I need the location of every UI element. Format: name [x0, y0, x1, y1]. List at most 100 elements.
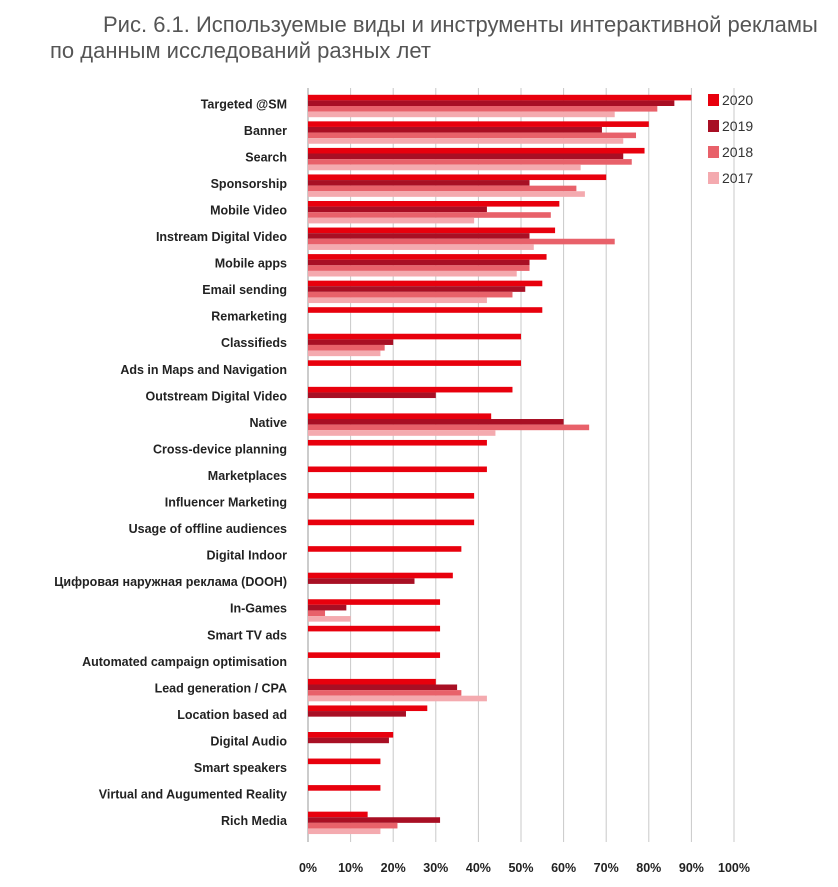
x-tick-label: 50%: [508, 861, 533, 875]
bar-2020: [308, 519, 475, 526]
category-label: Influencer Marketing: [165, 496, 287, 510]
bar-2020: [308, 705, 428, 712]
category-label: In-Games: [230, 602, 287, 616]
category-label: Location based ad: [177, 708, 287, 722]
category-label: Remarketing: [211, 310, 287, 324]
bar-2018: [308, 106, 658, 112]
category-label: Marketplaces: [208, 469, 287, 483]
bar-2019: [308, 286, 526, 292]
legend-label-2018: 2018: [722, 144, 753, 160]
legend-swatch-2019: [708, 120, 719, 132]
bar-2020: [308, 201, 560, 207]
bar-2019: [308, 153, 624, 160]
bar-2020: [308, 280, 543, 287]
category-label: Rich Media: [221, 814, 288, 828]
bar-2017: [308, 297, 487, 304]
bar-2019: [308, 737, 389, 744]
category-label: Targeted @SM: [201, 97, 287, 111]
bar-2020: [308, 652, 441, 658]
bar-2018: [308, 212, 551, 218]
bar-2020: [308, 174, 607, 181]
x-tick-label: 100%: [718, 861, 750, 875]
bar-2020: [308, 546, 462, 552]
category-label: Banner: [244, 124, 287, 138]
bar-2019: [308, 339, 394, 345]
category-label: Smart speakers: [194, 761, 287, 775]
bar-2017: [308, 244, 534, 250]
bar-2020: [308, 439, 487, 446]
bar-2017: [308, 191, 585, 197]
category-label: Цифровая наружная реклама (DOOH): [54, 575, 287, 589]
bar-2019: [308, 711, 406, 717]
x-tick-label: 30%: [423, 861, 448, 875]
bar-2018: [308, 159, 632, 165]
bar-2017: [308, 217, 475, 224]
category-label: Smart TV ads: [207, 628, 287, 642]
x-axis-ticks: 0% 10% 20% 30% 40% 50% 60% 70% 80% 90% 100%: [299, 861, 750, 875]
legend-swatch-2020: [708, 94, 719, 106]
bar-2017: [308, 350, 381, 357]
category-label: Mobile apps: [215, 257, 287, 271]
bar-2019: [308, 817, 441, 823]
legend-swatch-2018: [708, 146, 719, 158]
bar-2017: [308, 270, 517, 277]
bar-2018: [308, 424, 590, 431]
bar-2017: [308, 111, 615, 118]
bar-2020: [308, 785, 381, 791]
legend: 2020 2019 2018 2017: [708, 92, 753, 186]
category-label: Cross-device planning: [153, 442, 287, 456]
category-label: Digital Audio: [210, 734, 287, 748]
bar-2020: [308, 732, 394, 738]
category-label: Native: [249, 416, 287, 430]
bar-2020: [308, 147, 645, 154]
category-label: Virtual and Augumented Reality: [99, 788, 287, 802]
bar-2019: [308, 206, 487, 213]
bar-2020: [308, 413, 492, 419]
legend-swatch-2017: [708, 172, 719, 184]
bar-2017: [308, 828, 381, 835]
bar-2019: [308, 419, 564, 425]
bar-2018: [308, 822, 398, 829]
category-label: Email sending: [202, 283, 287, 297]
category-label: Mobile Video: [210, 203, 287, 217]
category-label: Usage of offline audiences: [129, 522, 287, 536]
bar-2018: [308, 265, 530, 271]
bar-2018: [308, 291, 513, 298]
bar-2020: [308, 94, 692, 101]
bar-2020: [308, 254, 547, 260]
bar-2018: [308, 185, 577, 192]
bar-2020: [308, 466, 487, 473]
bar-2019: [308, 100, 675, 106]
bar-2020: [308, 307, 543, 313]
bar-2017: [308, 695, 487, 702]
legend-label-2017: 2017: [722, 170, 753, 186]
bar-2019: [308, 578, 415, 584]
bar-2019: [308, 392, 436, 399]
bar-2017: [308, 164, 581, 171]
x-tick-label: 70%: [594, 861, 619, 875]
bar-2019: [308, 604, 347, 611]
category-label: Instream Digital Video: [156, 230, 287, 244]
x-tick-label: 80%: [636, 861, 661, 875]
bar-2018: [308, 610, 326, 617]
legend-label-2020: 2020: [722, 92, 753, 108]
category-label: Lead generation / CPA: [155, 681, 287, 695]
category-label: Outstream Digital Video: [146, 389, 288, 403]
x-tick-label: 10%: [338, 861, 363, 875]
chart-title-line-2: по данным исследований разных лет: [50, 38, 431, 63]
bar-2018: [308, 344, 385, 351]
x-tick-label: 90%: [679, 861, 704, 875]
bar-2019: [308, 126, 602, 133]
bar-2020: [308, 599, 441, 605]
category-labels: Targeted @SM Banner Search Sponsorship Mobil…: [54, 97, 288, 828]
category-label: Automated campaign optimisation: [82, 655, 287, 669]
bar-2020: [308, 678, 436, 685]
bar-2017: [308, 138, 624, 144]
bar-2017: [308, 430, 496, 436]
category-label: Search: [245, 150, 287, 164]
category-label: Digital Indoor: [206, 549, 287, 563]
bar-2018: [308, 132, 637, 139]
x-tick-label: 20%: [381, 861, 406, 875]
category-label: Sponsorship: [211, 177, 288, 191]
